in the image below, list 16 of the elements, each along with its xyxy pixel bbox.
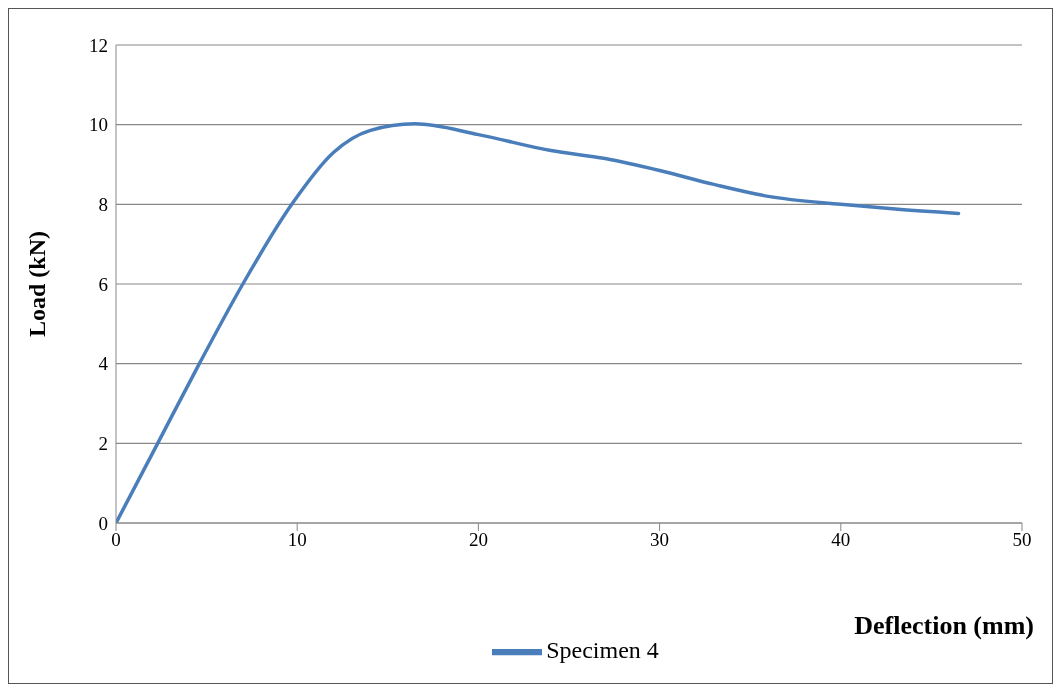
x-tick-label: 10 <box>287 529 307 551</box>
y-tick-label: 10 <box>89 114 108 136</box>
y-tick-label: 4 <box>98 353 109 375</box>
x-tick-label: 30 <box>650 529 670 551</box>
y-axis-title: Load (kN) <box>23 230 50 338</box>
x-tick-label: 50 <box>1012 529 1032 551</box>
x-tick-label: 20 <box>468 529 488 551</box>
y-tick-label: 8 <box>98 194 108 216</box>
y-tick-label: 2 <box>98 433 108 455</box>
legend-label: Specimen 4 <box>546 636 659 663</box>
y-tick-label: 0 <box>98 512 108 534</box>
line-series <box>116 122 961 523</box>
x-axis-title: Deflection (mm) <box>854 611 1034 641</box>
y-tick-label: 6 <box>98 273 108 295</box>
y-tick-label: 12 <box>89 34 108 56</box>
x-tick-label: 40 <box>831 529 851 551</box>
